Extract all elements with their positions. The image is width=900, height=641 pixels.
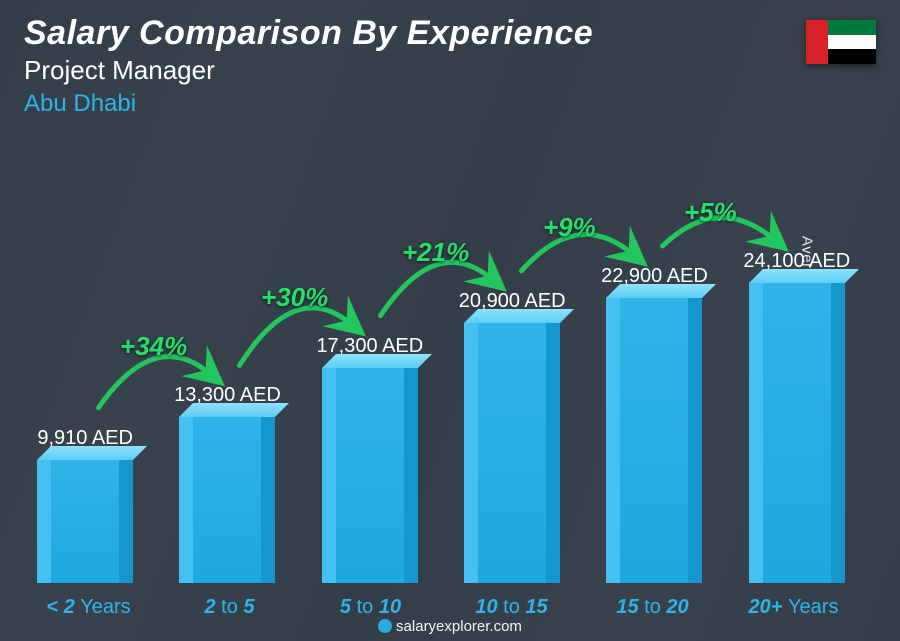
page-subtitle: Project Manager [24,55,593,86]
uae-flag-icon [806,20,876,64]
bar-column: 24,100 AED [730,250,864,583]
bar-column: 13,300 AED [160,384,294,583]
x-label: 15 to 20 [582,596,723,619]
bar-chart: 9,910 AED13,300 AED17,300 AED20,900 AED2… [18,150,864,583]
footer: salaryexplorer.com [0,618,900,635]
x-label: 2 to 5 [159,596,300,619]
bar [606,298,702,583]
bar-column: 20,900 AED [445,290,579,583]
location-label: Abu Dhabi [24,90,593,118]
bar-column: 17,300 AED [303,335,437,583]
x-label: 20+ Years [723,596,864,619]
bar [749,283,845,583]
header: Salary Comparison By Experience Project … [24,14,593,118]
x-axis-labels: < 2 Years2 to 55 to 1010 to 1515 to 2020… [18,596,864,619]
bar-column: 9,910 AED [18,427,152,583]
bar [322,368,418,583]
logo-icon [378,619,392,633]
bar-column: 22,900 AED [587,265,721,583]
x-label: < 2 Years [18,596,159,619]
bar [37,460,133,583]
bar [464,323,560,583]
footer-text: salaryexplorer.com [396,618,522,635]
x-label: 10 to 15 [441,596,582,619]
bar [179,417,275,583]
x-label: 5 to 10 [300,596,441,619]
page-title: Salary Comparison By Experience [24,14,593,53]
